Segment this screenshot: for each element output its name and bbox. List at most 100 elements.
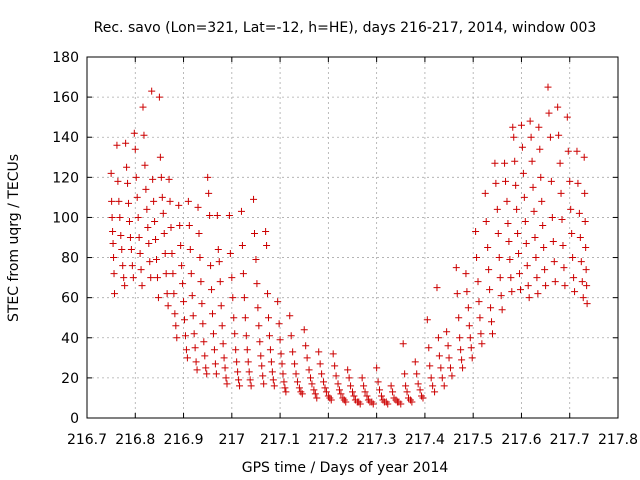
data-point (513, 205, 521, 213)
data-point (207, 262, 215, 270)
data-point (185, 221, 193, 229)
data-point (518, 143, 526, 151)
data-point (429, 382, 437, 390)
data-point (313, 394, 321, 402)
data-point (265, 314, 273, 322)
data-point (511, 157, 519, 165)
data-point (220, 354, 228, 362)
data-point (150, 197, 158, 205)
data-point (201, 352, 209, 360)
data-point (419, 394, 427, 402)
x-tick-label: 217 (218, 432, 245, 448)
data-point (530, 207, 538, 215)
data-point (260, 380, 268, 388)
data-point (321, 384, 329, 392)
data-point (225, 211, 233, 219)
data-point (229, 294, 237, 302)
data-point (350, 392, 358, 400)
data-point (240, 294, 248, 302)
data-point (452, 264, 460, 272)
data-point (216, 278, 224, 286)
data-point (110, 254, 118, 262)
data-point (295, 384, 303, 392)
data-point (242, 332, 250, 340)
data-point (496, 274, 504, 282)
data-point (264, 290, 272, 298)
data-point (181, 332, 189, 340)
data-point (125, 217, 133, 225)
data-point (148, 87, 156, 95)
x-tick-label: 217.1 (260, 432, 300, 448)
data-point (125, 199, 133, 207)
data-point (109, 240, 117, 248)
y-tick-label: 140 (52, 130, 79, 146)
data-point (126, 234, 134, 241)
data-point (262, 227, 270, 235)
data-point (581, 217, 589, 225)
data-point (131, 145, 139, 153)
data-point (577, 258, 585, 266)
data-point (222, 374, 230, 382)
data-point (509, 123, 517, 131)
data-point (397, 400, 405, 408)
data-point (545, 109, 553, 117)
data-point (218, 322, 226, 330)
data-point (536, 145, 544, 153)
data-point (413, 370, 421, 378)
data-point (235, 376, 243, 384)
data-point (181, 316, 189, 324)
data-point (575, 209, 583, 217)
data-point (435, 352, 443, 360)
data-point (120, 274, 128, 282)
data-point (221, 364, 229, 372)
data-point (426, 362, 434, 370)
y-tick-label: 40 (61, 331, 79, 347)
data-point (558, 215, 566, 223)
data-point (373, 364, 381, 372)
data-point (247, 382, 255, 390)
data-point (130, 129, 138, 137)
data-point (198, 300, 206, 308)
data-point (527, 133, 535, 141)
x-tick-label: 217.8 (598, 432, 638, 448)
data-point (322, 388, 330, 396)
data-point (478, 340, 486, 348)
data-point (122, 139, 130, 147)
data-point (206, 211, 214, 219)
data-point (209, 330, 217, 338)
data-point (208, 286, 216, 294)
data-point (149, 175, 157, 183)
data-point (481, 189, 489, 197)
data-point (547, 177, 555, 185)
data-point (473, 254, 481, 262)
data-point (153, 256, 161, 264)
data-point (145, 240, 153, 248)
data-point (182, 346, 190, 354)
data-point (537, 173, 545, 181)
data-point (360, 382, 368, 390)
y-tick-labels: 0 20 40 60 80 100 120 140 160 180 (52, 50, 618, 427)
data-point (176, 221, 184, 229)
data-point (210, 346, 218, 354)
data-point (187, 270, 195, 278)
data-point (298, 390, 306, 398)
data-point (492, 179, 500, 187)
data-point (515, 250, 523, 258)
data-point (138, 282, 146, 290)
data-point (581, 189, 589, 197)
data-point (475, 298, 483, 306)
data-point (582, 244, 590, 252)
data-point (118, 246, 126, 254)
data-point (108, 197, 116, 205)
data-point (423, 316, 431, 324)
data-point (194, 203, 202, 211)
data-point (151, 217, 159, 225)
data-point (282, 388, 290, 396)
data-point (164, 302, 172, 310)
data-point (217, 302, 225, 310)
data-point (124, 179, 132, 187)
data-point (230, 314, 238, 322)
data-point (153, 274, 161, 282)
data-point (342, 398, 350, 406)
data-point (414, 380, 422, 388)
